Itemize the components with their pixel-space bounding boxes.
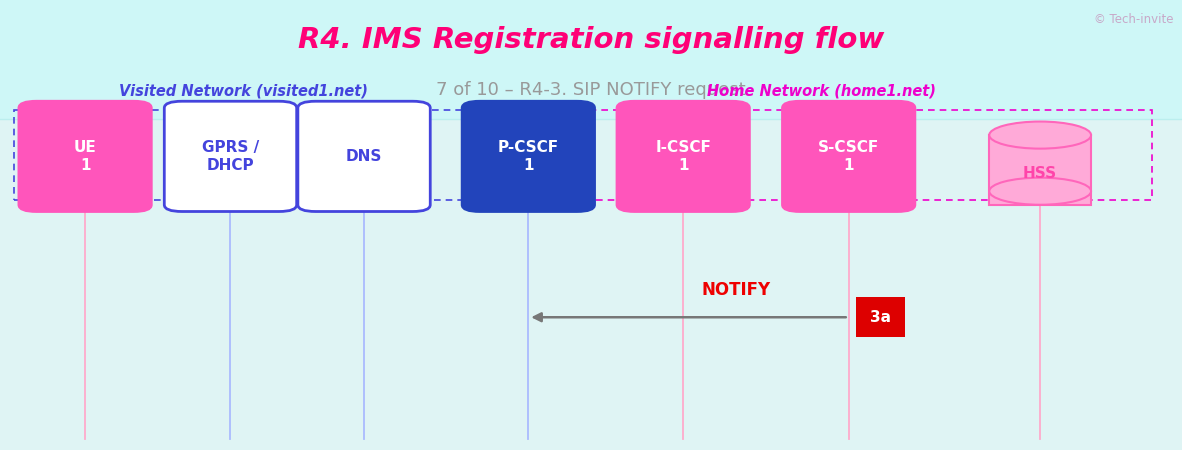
Ellipse shape	[989, 178, 1091, 205]
Bar	[491, 110, 1152, 200]
Text: UE
1: UE 1	[73, 140, 97, 172]
Text: © Tech-invite: © Tech-invite	[1095, 13, 1174, 26]
Text: NOTIFY: NOTIFY	[701, 281, 771, 299]
Text: R4. IMS Registration signalling flow: R4. IMS Registration signalling flow	[298, 27, 884, 54]
Text: 7 of 10 – R4-3. SIP NOTIFY request: 7 of 10 – R4-3. SIP NOTIFY request	[436, 81, 746, 99]
FancyBboxPatch shape	[19, 101, 151, 212]
FancyBboxPatch shape	[298, 101, 430, 212]
Bar	[856, 297, 905, 337]
Text: Visited Network (visited1.net): Visited Network (visited1.net)	[119, 84, 368, 99]
Text: GPRS /
DHCP: GPRS / DHCP	[202, 140, 259, 172]
Text: S-CSCF
1: S-CSCF 1	[818, 140, 879, 172]
Bar	[0, 0, 1182, 119]
FancyBboxPatch shape	[164, 101, 297, 212]
FancyBboxPatch shape	[462, 101, 595, 212]
Text: P-CSCF
1: P-CSCF 1	[498, 140, 559, 172]
Text: HSS: HSS	[1024, 166, 1057, 181]
Text: 3a: 3a	[870, 310, 891, 325]
Bar	[14, 110, 473, 200]
Text: DNS: DNS	[346, 149, 382, 164]
FancyBboxPatch shape	[617, 101, 749, 212]
Ellipse shape	[989, 122, 1091, 148]
Bar	[989, 135, 1091, 205]
FancyBboxPatch shape	[782, 101, 915, 212]
Text: Home Network (home1.net): Home Network (home1.net)	[707, 84, 936, 99]
Text: I-CSCF
1: I-CSCF 1	[655, 140, 712, 172]
Bar	[989, 134, 1091, 136]
